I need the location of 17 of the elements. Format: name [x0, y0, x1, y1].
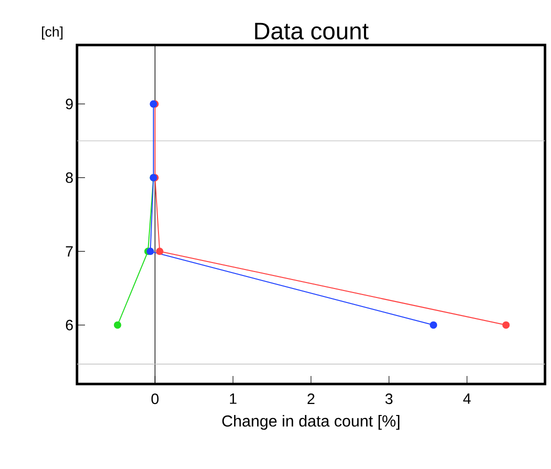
point	[146, 248, 154, 256]
y-axis-title: [ch]	[42, 26, 62, 40]
y-tick-label: 9	[66, 98, 73, 110]
x-tick-label: 2	[308, 394, 314, 404]
x-axis-title: Change in data count [%]	[222, 414, 400, 430]
chart-title: Data count	[255, 22, 369, 40]
y-tick-label: 7	[66, 246, 73, 256]
y-tick-label: 6	[66, 320, 73, 330]
point	[114, 321, 122, 329]
point	[502, 321, 510, 329]
x-tick-label: 0	[151, 394, 159, 404]
x-tick-label: 3	[385, 394, 392, 404]
y-tick-label: 8	[66, 172, 73, 183]
point	[430, 321, 438, 329]
x-tick-label: 1	[230, 394, 236, 404]
x-tick-label: 4	[463, 394, 471, 404]
point	[156, 248, 164, 256]
